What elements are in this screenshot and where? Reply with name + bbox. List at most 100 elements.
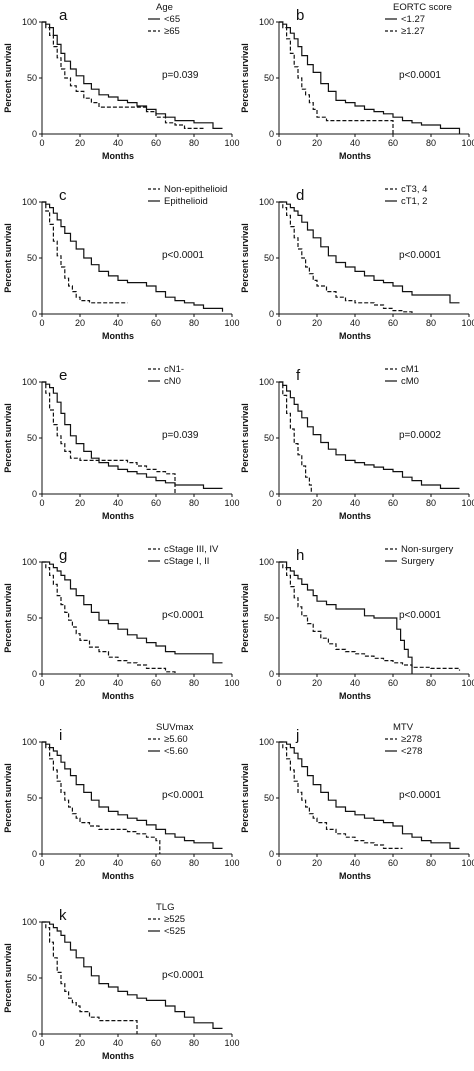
panel-letter: j [295,727,299,744]
legend-title: EORTC score [393,2,452,13]
x-tick-label: 80 [426,678,436,688]
y-tick-label: 0 [269,309,274,319]
y-tick-label: 0 [32,129,37,139]
legend-entry: cT3, 4 [401,184,427,195]
x-tick-label: 40 [113,138,123,148]
legend-entry: Surgery [401,556,435,567]
x-tick-label: 0 [276,318,281,328]
x-tick-label: 20 [75,678,85,688]
y-tick-label: 0 [32,309,37,319]
panel-letter: i [59,727,62,744]
legend-entry: ≥65 [164,26,180,37]
y-tick-label: 100 [259,17,274,27]
survival-curve-solid [279,21,461,134]
survival-curve-solid [279,741,460,849]
legend-entry: cT1, 2 [401,196,427,207]
y-tick-label: 100 [259,557,274,567]
y-axis-label: Percent survival [240,223,250,293]
x-tick-label: 20 [312,138,322,148]
y-tick-label: 0 [269,129,274,139]
legend-entry: ≥1.27 [401,26,425,37]
legend-entry: <278 [401,746,422,757]
legend-entry: Non-epithelioid [164,184,227,195]
km-panel-c: 0 20 40 60 80 100 0 50 100 Months Percent survival… [3,184,240,341]
x-tick-label: 100 [224,858,239,868]
legend-entry: cM1 [401,364,419,375]
x-tick-label: 60 [151,678,161,688]
panel-letter: h [296,547,304,564]
y-axis-label: Percent survival [240,763,250,833]
y-tick-label: 0 [32,1029,37,1039]
survival-curve-dashed [42,741,161,854]
p-value-annotation: p<0.0001 [399,610,441,621]
y-tick-label: 100 [259,377,274,387]
x-tick-label: 20 [312,498,322,508]
y-tick-label: 100 [259,737,274,747]
x-tick-label: 100 [224,498,239,508]
y-tick-label: 50 [27,793,37,803]
y-tick-label: 100 [259,197,274,207]
x-tick-label: 0 [276,498,281,508]
panel-letter: d [296,187,304,204]
x-tick-label: 60 [151,858,161,868]
x-tick-label: 60 [151,138,161,148]
x-axis-label: Months [339,511,371,521]
x-axis-label: Months [102,151,134,161]
y-axis-label: Percent survival [3,223,13,293]
survival-curve-dashed [279,381,312,494]
legend-entry: cN1- [164,364,184,375]
y-tick-label: 50 [264,433,274,443]
x-tick-label: 100 [461,678,474,688]
p-value-annotation: p<0.0001 [399,250,441,261]
x-axis-label: Months [339,331,371,341]
survival-curve-dashed [42,381,176,494]
km-panel-h: 0 20 40 60 80 100 0 50 100 Months Percent survival… [240,544,474,701]
survival-curve-solid [42,741,223,849]
x-tick-label: 80 [426,858,436,868]
legend-entry: Epithelioid [164,196,208,207]
p-value-annotation: p<0.0001 [399,70,441,81]
y-tick-label: 0 [32,849,37,859]
panel-letter: g [59,547,67,564]
x-tick-label: 100 [224,138,239,148]
x-tick-label: 40 [113,678,123,688]
legend-entry: <5.60 [164,746,188,757]
x-tick-label: 80 [189,318,199,328]
p-value-annotation: p<0.0001 [162,610,204,621]
legend-title: SUVmax [156,722,194,733]
x-tick-label: 20 [312,318,322,328]
p-value-annotation: p<0.0001 [162,790,204,801]
legend-entry: cN0 [164,376,181,387]
legend-entry: ≥525 [164,914,185,925]
survival-curve-dashed [279,21,394,134]
x-tick-label: 100 [224,318,239,328]
x-tick-label: 0 [39,498,44,508]
y-axis-label: Percent survival [240,403,250,473]
legend-entry: <65 [164,14,180,25]
panel-letter: c [59,187,67,204]
y-tick-label: 50 [27,73,37,83]
x-tick-label: 80 [426,138,436,148]
x-tick-label: 40 [350,858,360,868]
panel-letter: e [59,367,67,384]
legend-entry: ≥278 [401,734,422,745]
survival-curve-solid [279,381,460,489]
survival-curve-dashed [279,201,413,314]
x-tick-label: 40 [113,858,123,868]
y-axis-label: Percent survival [3,763,13,833]
survival-curve-solid [279,561,413,674]
x-axis-label: Months [102,331,134,341]
x-tick-label: 80 [189,498,199,508]
y-tick-label: 100 [22,197,37,207]
km-panel-g: 0 20 40 60 80 100 0 50 100 Months Percent survival… [3,544,240,701]
y-tick-label: 100 [22,557,37,567]
x-tick-label: 40 [113,498,123,508]
y-tick-label: 0 [269,669,274,679]
y-tick-label: 100 [22,917,37,927]
x-tick-label: 100 [461,318,474,328]
x-axis-label: Months [102,691,134,701]
x-tick-label: 20 [75,858,85,868]
x-tick-label: 100 [461,858,474,868]
y-tick-label: 50 [264,613,274,623]
survival-curve-dashed [279,741,403,849]
